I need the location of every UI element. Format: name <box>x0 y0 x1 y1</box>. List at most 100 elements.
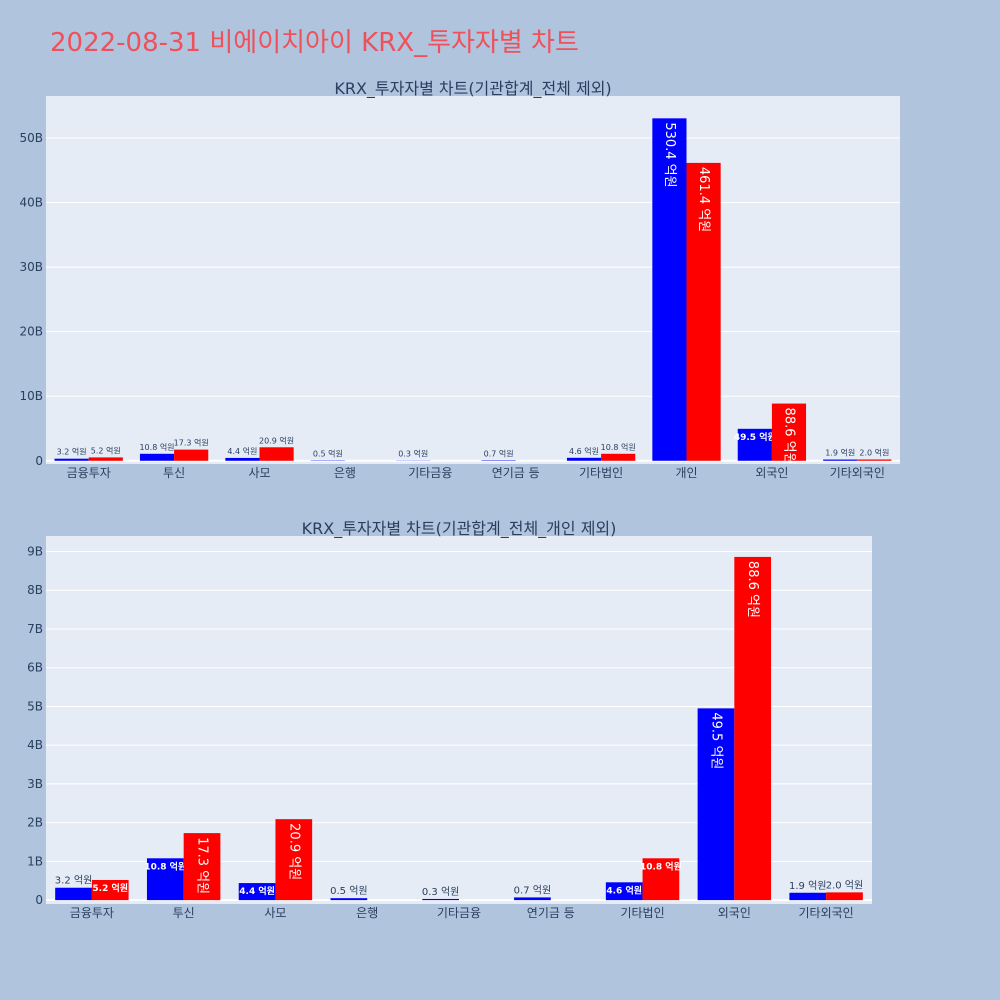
x-tick-label: 사모 <box>264 906 286 920</box>
data-label: 20.9 억원 <box>286 823 301 880</box>
y-tick-label: 50B <box>19 131 43 145</box>
bar <box>566 457 602 461</box>
bar <box>605 882 643 901</box>
data-label: 0.7 억원 <box>484 448 514 458</box>
data-label: 88.6 억원 <box>781 408 796 465</box>
y-tick-label: 6B <box>27 661 43 675</box>
data-label: 1.9 억원 <box>789 880 826 892</box>
chart-2: 0 1B 2B 3B 4B 5B 6B 7B 8B 9B KRX_투자자별 차트(기관합계_전체_개… <box>27 519 872 920</box>
y-tick-label: 40B <box>19 196 43 210</box>
bar <box>771 403 807 461</box>
bar <box>139 453 175 461</box>
y-tick-label: 30B <box>19 260 43 274</box>
bar <box>238 883 276 901</box>
x-tick-label: 은행 <box>334 465 356 480</box>
bar <box>55 887 92 901</box>
y-tick-label: 1B <box>27 854 43 868</box>
x-tick-label: 금융투자 <box>67 466 111 480</box>
bar <box>88 457 123 461</box>
bar <box>857 459 892 461</box>
bar <box>422 898 459 901</box>
y-tick-label: 0 <box>35 454 43 468</box>
bar <box>734 556 772 901</box>
x-tick-label: 연기금 등 <box>527 906 575 920</box>
bar <box>601 453 636 461</box>
data-label: 0.7 억원 <box>514 884 551 896</box>
x-tick-label: 투신 <box>163 466 185 480</box>
bar <box>275 819 313 901</box>
data-label: 0.3 억원 <box>422 886 459 898</box>
x-tick-label: 외국인 <box>755 466 788 480</box>
data-label: 17.3 억원 <box>195 837 210 894</box>
x-tick-label: 외국인 <box>718 906 751 920</box>
data-label: 10.8 억원 <box>601 442 636 452</box>
y-tick-label: 20B <box>19 325 43 339</box>
bar <box>826 892 863 901</box>
x-tick-label: 금융투자 <box>70 906 114 920</box>
x-tick-label: 은행 <box>356 905 378 920</box>
y-tick-label: 7B <box>27 622 43 636</box>
data-label: 5.2 억원 <box>91 445 121 455</box>
data-label: 461.4 억원 <box>696 167 711 232</box>
x-tick-label: 기타금융 <box>408 466 452 480</box>
bar <box>737 428 772 461</box>
data-label: 4.6 억원 <box>606 884 642 896</box>
x-tick-label: 사모 <box>248 466 270 480</box>
bar <box>146 858 184 901</box>
bar <box>514 897 551 901</box>
data-label: 10.8 억원 <box>139 442 174 452</box>
y-tick-label: 10B <box>19 389 43 403</box>
data-label: 49.5 억원 <box>708 712 723 769</box>
data-label: 49.5 억원 <box>734 431 776 443</box>
data-label: 3.2 억원 <box>57 447 87 457</box>
data-label: 10.8 억원 <box>640 860 682 872</box>
data-label: 0.5 억원 <box>330 885 367 897</box>
data-label: 4.6 억원 <box>569 446 599 456</box>
bar <box>652 118 687 461</box>
data-label: 0.5 억원 <box>313 448 343 458</box>
data-label: 530.4 억원 <box>662 122 677 187</box>
y-tick-label: 4B <box>27 738 43 752</box>
chart-title: KRX_투자자별 차트(기관합계_전체_개인 제외) <box>302 519 617 539</box>
x-tick-label: 기타외국인 <box>830 466 885 480</box>
x-tick-label: 기타금융 <box>437 906 481 920</box>
x-tick-label: 연기금 등 <box>492 466 540 480</box>
y-tick-label: 5B <box>27 699 43 713</box>
y-tick-label: 9B <box>27 544 43 558</box>
bar <box>259 447 294 461</box>
x-tick-label: 기타법인 <box>579 466 623 480</box>
x-tick-label: 투신 <box>173 906 195 920</box>
bar <box>183 833 221 901</box>
data-label: 2.0 억원 <box>826 879 863 891</box>
x-tick-label: 기타법인 <box>620 906 664 920</box>
y-tick-label: 0 <box>35 893 43 907</box>
x-tick-label: 개인 <box>675 466 697 480</box>
data-label: 4.4 억원 <box>239 885 275 897</box>
bar <box>225 457 260 461</box>
chart-1: 0 10B 20B 30B 40B 50B KRX_투자자별 차트(기관합계_전체 제외) 금… <box>19 79 900 480</box>
data-label: 5.2 억원 <box>92 882 128 894</box>
bar <box>697 708 735 901</box>
bar <box>823 459 858 461</box>
bar <box>91 879 129 901</box>
y-tick-label: 2B <box>27 816 43 830</box>
data-label: 0.3 억원 <box>398 449 428 459</box>
y-tick-label: 3B <box>27 777 43 791</box>
data-label: 4.4 억원 <box>227 446 257 456</box>
bar <box>54 458 89 461</box>
bar <box>642 858 680 901</box>
data-label: 20.9 억원 <box>259 435 294 445</box>
data-label: 1.9 억원 <box>825 448 855 458</box>
bar <box>330 898 368 901</box>
bar <box>174 449 209 461</box>
data-label: 17.3 억원 <box>174 438 209 448</box>
data-label: 10.8 억원 <box>144 860 186 872</box>
data-label: 88.6 억원 <box>745 561 760 618</box>
y-tick-label: 8B <box>27 583 43 597</box>
chart-title: KRX_투자자별 차트(기관합계_전체 제외) <box>334 79 611 99</box>
bar <box>686 162 721 461</box>
data-label: 3.2 억원 <box>55 875 92 887</box>
plot-area <box>46 96 900 464</box>
bar <box>789 892 827 901</box>
